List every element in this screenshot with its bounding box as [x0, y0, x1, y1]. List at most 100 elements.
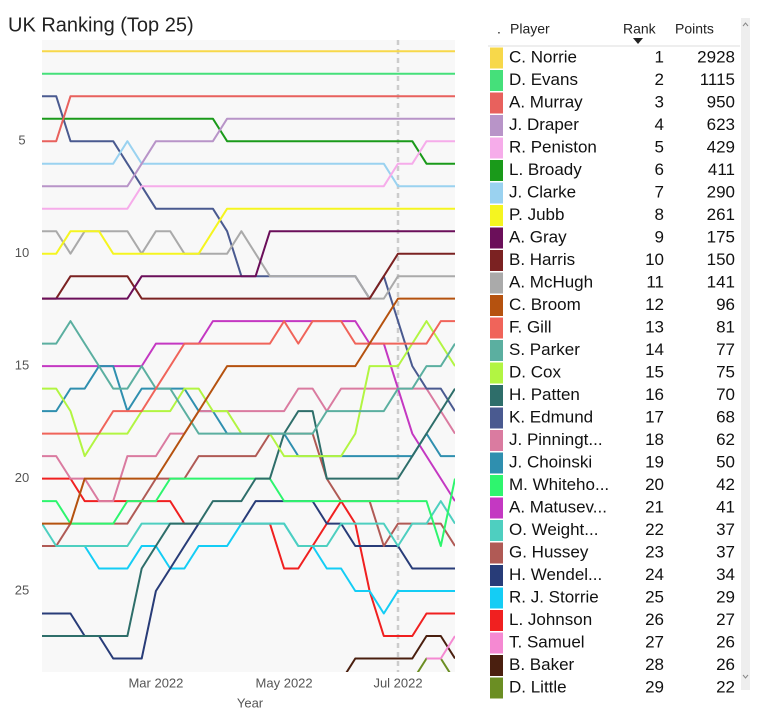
rank-cell: 9: [655, 227, 664, 246]
chart-title: UK Ranking (Top 25): [8, 14, 194, 36]
column-header[interactable]: .: [497, 21, 501, 37]
rank-cell: 16: [645, 385, 664, 404]
rank-cell: 26: [645, 610, 664, 629]
series-line: [42, 387, 455, 503]
rank-cell: 17: [645, 407, 664, 426]
points-cell: 37: [716, 542, 735, 561]
rank-cell: 28: [645, 655, 664, 674]
color-swatch: [490, 295, 503, 316]
series-line: [42, 252, 455, 300]
color-swatch: [490, 542, 503, 564]
color-swatch: [490, 115, 503, 136]
y-tick-label: 20: [15, 470, 29, 485]
color-swatch: [490, 250, 503, 271]
points-cell: 623: [707, 115, 735, 134]
rank-cell: 19: [645, 452, 664, 471]
sort-arrow[interactable]: [633, 38, 643, 44]
series-line: [42, 140, 455, 188]
rank-cell: 29: [645, 677, 664, 696]
scroll-down[interactable]: [742, 674, 749, 679]
scrollbar[interactable]: [741, 18, 750, 690]
color-swatch: [490, 182, 503, 204]
series-line: [42, 388, 455, 637]
player-name: J. Choinski: [509, 452, 592, 471]
player-name: M. Whiteho...: [509, 475, 609, 494]
series-line: [42, 297, 455, 525]
column-header[interactable]: Player: [510, 21, 550, 37]
points-cell: 1115: [700, 70, 735, 89]
player-name: R. J. Storrie: [509, 587, 599, 606]
points-cell: 70: [716, 385, 735, 404]
series-line: [42, 477, 455, 547]
player-name: B. Harris: [509, 250, 575, 269]
player-name: T. Samuel: [509, 632, 585, 651]
player-name: K. Edmund: [509, 407, 593, 426]
series-line: [42, 95, 455, 143]
plot-area: [42, 40, 455, 672]
rank-cell: 18: [645, 430, 664, 449]
y-tick-label: 25: [15, 582, 29, 597]
player-name: A. Matusev...: [509, 497, 607, 516]
points-cell: 429: [707, 137, 735, 156]
series-line: [345, 635, 455, 672]
color-swatch: [490, 520, 503, 541]
points-cell: 2928: [697, 47, 735, 66]
color-swatch: [490, 272, 503, 294]
color-swatch: [490, 452, 503, 474]
rank-cell: 11: [646, 272, 664, 291]
rank-cell: 22: [645, 520, 664, 539]
points-cell: 175: [707, 227, 735, 246]
color-swatch: [490, 47, 503, 69]
points-cell: 68: [716, 407, 735, 426]
points-cell: 150: [707, 250, 735, 269]
x-tick-label: May 2022: [256, 675, 313, 690]
rank-cell: 3: [655, 92, 664, 111]
rank-cell: 13: [645, 317, 664, 336]
series-line: [42, 230, 455, 300]
player-name: D. Evans: [509, 70, 578, 89]
points-cell: 62: [716, 430, 735, 449]
player-name: O. Weight...: [509, 520, 598, 539]
y-tick-label: 15: [15, 358, 29, 373]
color-swatch: [490, 610, 503, 631]
column-header[interactable]: Rank: [623, 21, 657, 37]
series-line: [42, 500, 455, 660]
player-name: H. Patten: [509, 385, 580, 404]
color-swatch: [490, 677, 503, 699]
rank-cell: 5: [655, 137, 664, 156]
rank-cell: 21: [645, 497, 664, 516]
player-name: J. Draper: [509, 115, 579, 134]
color-swatch: [490, 565, 503, 586]
color-swatch: [490, 385, 503, 406]
color-swatch: [490, 227, 503, 249]
x-tick-label: Mar 2022: [128, 675, 183, 690]
series-line: [42, 500, 455, 547]
color-swatch: [490, 340, 503, 361]
column-header[interactable]: Points: [675, 21, 714, 37]
series-line: [42, 140, 455, 210]
color-swatch: [490, 475, 503, 496]
series-line: [42, 320, 455, 435]
player-name: A. Gray: [509, 227, 567, 246]
player-name: A. Murray: [509, 92, 583, 111]
rank-cell: 27: [645, 632, 664, 651]
points-cell: 411: [708, 160, 735, 179]
x-axis-label: Year: [237, 695, 264, 710]
points-cell: 261: [707, 205, 735, 224]
color-swatch: [490, 430, 503, 451]
player-name: A. McHugh: [509, 272, 593, 291]
scroll-up[interactable]: [742, 22, 749, 27]
series-line: [42, 320, 455, 435]
rank-cell: 1: [655, 47, 664, 66]
player-name: D. Cox: [509, 362, 561, 381]
x-tick-label: Jul 2022: [373, 675, 422, 690]
points-cell: 22: [716, 677, 735, 696]
rank-cell: 14: [645, 340, 664, 359]
player-name: R. Peniston: [509, 137, 597, 156]
player-name: J. Pinningt...: [509, 430, 603, 449]
color-swatch: [490, 205, 503, 226]
rank-cell: 8: [655, 205, 664, 224]
player-name: C. Norrie: [509, 47, 577, 66]
rank-cell: 2: [655, 70, 664, 89]
